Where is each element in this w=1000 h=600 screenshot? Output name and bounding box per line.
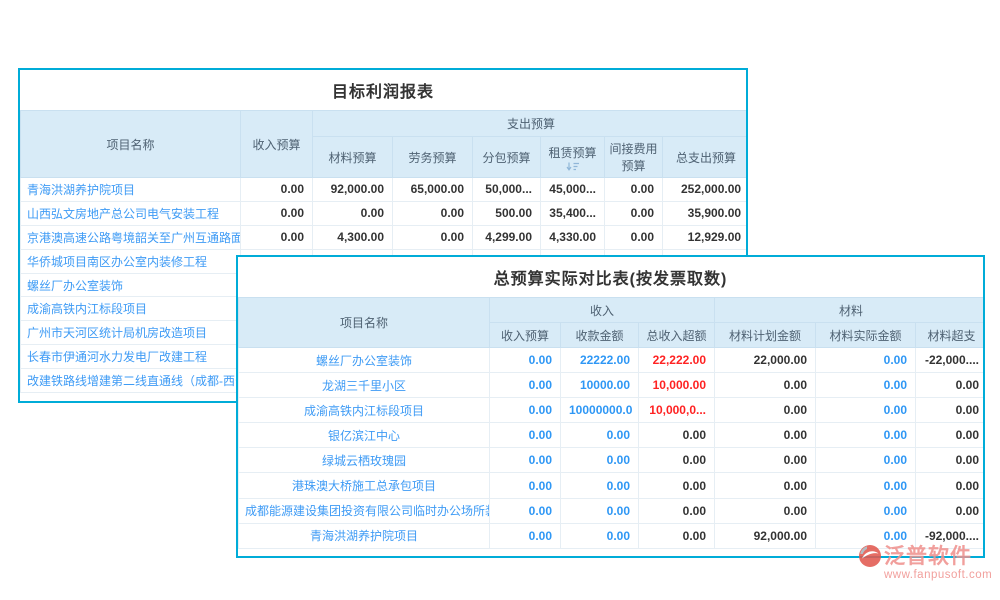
income-budget-cell: 0.00 [240, 225, 313, 250]
material-budget-cell: 0.00 [312, 201, 393, 226]
project-name-cell[interactable]: 华侨城项目南区办公室内装修工程 [20, 249, 241, 274]
table-row: 银亿滨江中心 0.00 0.00 0.00 0.00 0.00 0.00 [238, 422, 983, 449]
received-amount-cell: 22222.00 [560, 347, 639, 374]
project-name-cell[interactable]: 成都能源建设集团投资有限公司临时办公场所装 [238, 498, 490, 524]
col-project-header: 项目名称 [238, 297, 490, 348]
project-name-cell[interactable]: 银亿滨江中心 [238, 422, 490, 449]
watermark-url-text: www.fanpusoft.com [884, 569, 993, 581]
material-actual-cell: 0.00 [815, 347, 916, 374]
table-row: 京港澳高速公路粤境韶关至广州互通路面改造 0.00 4,300.00 0.00 … [20, 225, 746, 250]
lease-budget-cell: 4,330.00 [540, 225, 605, 250]
profit-report-title: 目标利润报表 [331, 84, 434, 101]
table-row: 青海洪湖养护院项目 0.00 0.00 0.00 92,000.00 0.00 … [238, 523, 983, 549]
table-row: 成都能源建设集团投资有限公司临时办公场所装 0.00 0.00 0.00 0.0… [238, 498, 983, 524]
project-name-cell[interactable]: 长春市伊通河水力发电厂改建工程 [20, 344, 241, 370]
subcontract-budget-cell: 4,299.00 [472, 225, 541, 250]
project-name-cell[interactable]: 绿城云栖玫瑰园 [238, 447, 490, 474]
subcontract-budget-cell: 50,000... [472, 177, 541, 202]
income-excess-cell: 22,222.00 [638, 347, 715, 374]
table-row: 螺丝厂办公室装饰 0.00 22222.00 22,222.00 22,000.… [238, 347, 983, 374]
group-material-header: 材料 [714, 297, 983, 323]
table-row: 绿城云栖玫瑰园 0.00 0.00 0.00 0.00 0.00 0.00 [238, 447, 983, 474]
fanpu-logo-icon [859, 545, 881, 567]
income-budget-cell: 0.00 [489, 347, 561, 374]
total-expense-cell: 35,900.00 [661, 201, 746, 226]
lease-budget-cell: 35,400... [540, 201, 605, 226]
col-income-budget-header: 收入预算 [240, 110, 313, 178]
project-name-cell[interactable]: 京港澳高速公路粤境韶关至广州互通路面改造 [20, 225, 241, 250]
project-name-cell[interactable]: 港珠澳大桥施工总承包项目 [238, 472, 490, 499]
project-name-cell[interactable]: 山西弘文房地产总公司电气安装工程 [20, 201, 241, 226]
income-budget-cell: 0.00 [240, 177, 313, 202]
project-name-cell[interactable]: 螺丝厂办公室装饰 [20, 273, 241, 298]
income-budget-cell: 0.00 [240, 201, 313, 226]
lease-header-label: 租赁预算 [548, 145, 597, 160]
table-row: 青海洪湖养护院项目 0.00 92,000.00 65,000.00 50,00… [20, 177, 746, 202]
watermark-brand-text: 泛普软件 [884, 544, 972, 568]
col-project-header: 项目名称 [20, 110, 241, 178]
fanpu-watermark: 泛普软件 www.fanpusoft.com [858, 544, 992, 582]
col-subcontract-budget-header: 分包预算 [472, 136, 541, 178]
project-name-cell[interactable]: 成渝高铁内江标段项目 [238, 397, 490, 424]
lease-budget-cell: 45,000... [540, 177, 605, 202]
budget-compare-title: 总预算实际对比表(按发票取数) [493, 271, 728, 288]
project-name-cell[interactable]: 青海洪湖养护院项目 [238, 523, 490, 549]
material-overrun-cell: -22,000.... [915, 347, 983, 374]
table-row: 港珠澳大桥施工总承包项目 0.00 0.00 0.00 0.00 0.00 0.… [238, 472, 983, 499]
project-name-cell[interactable]: 龙湖三千里小区 [238, 372, 490, 399]
budget-compare-table: 项目名称 收入 材料 收入预算 收款金额 总收入超额 材料计划金额 材料实际金额… [238, 297, 983, 549]
project-name-cell[interactable]: 螺丝厂办公室装饰 [238, 347, 490, 374]
col-indirect-budget-header: 间接费用预算 [604, 136, 663, 178]
col-received-amount-header: 收款金额 [560, 322, 639, 348]
indirect-budget-cell: 0.00 [604, 225, 663, 250]
indirect-budget-cell: 0.00 [604, 201, 663, 226]
col-lease-budget-header[interactable]: 租赁预算 [540, 136, 605, 178]
labor-budget-cell: 0.00 [392, 201, 473, 226]
labor-budget-cell: 0.00 [392, 225, 473, 250]
col-material-planned-header: 材料计划金额 [714, 322, 816, 348]
total-expense-cell: 252,000.00 [661, 177, 746, 202]
table-row: 龙湖三千里小区 0.00 10000.00 10,000.00 0.00 0.0… [238, 372, 983, 399]
col-labor-budget-header: 劳务预算 [392, 136, 473, 178]
material-planned-cell: 22,000.00 [714, 347, 816, 374]
group-income-header: 收入 [489, 297, 715, 323]
budget-compare-panel: 总预算实际对比表(按发票取数) 项目名称 收入 材料 收入预算 收款金额 总收入… [236, 255, 985, 558]
project-name-cell[interactable]: 成渝高铁内江标段项目 [20, 296, 241, 322]
col-income-budget-header: 收入预算 [489, 322, 561, 348]
project-name-cell[interactable]: 广州市天河区统计局机房改造项目 [20, 320, 241, 346]
subcontract-budget-cell: 500.00 [472, 201, 541, 226]
labor-budget-cell: 65,000.00 [392, 177, 473, 202]
project-name-cell[interactable]: 青海洪湖养护院项目 [20, 177, 241, 202]
col-material-budget-header: 材料预算 [312, 136, 393, 178]
col-income-excess-header: 总收入超额 [638, 322, 715, 348]
total-expense-cell: 12,929.00 [661, 225, 746, 250]
sort-icon[interactable] [566, 162, 580, 171]
col-material-actual-header: 材料实际金额 [815, 322, 916, 348]
material-budget-cell: 4,300.00 [312, 225, 393, 250]
group-expense-budget-header: 支出预算 [311, 110, 746, 137]
table-row: 山西弘文房地产总公司电气安装工程 0.00 0.00 0.00 500.00 3… [20, 201, 746, 226]
col-material-overrun-header: 材料超支 [915, 322, 983, 348]
indirect-budget-cell: 0.00 [604, 177, 663, 202]
col-total-expense-header: 总支出预算 [661, 136, 746, 178]
table-row: 成渝高铁内江标段项目 0.00 10000000.0 10,000,0... 0… [238, 397, 983, 424]
project-name-cell[interactable]: 改建铁路线增建第二线直通线（成都-西安） [20, 368, 241, 394]
material-budget-cell: 92,000.00 [312, 177, 393, 202]
